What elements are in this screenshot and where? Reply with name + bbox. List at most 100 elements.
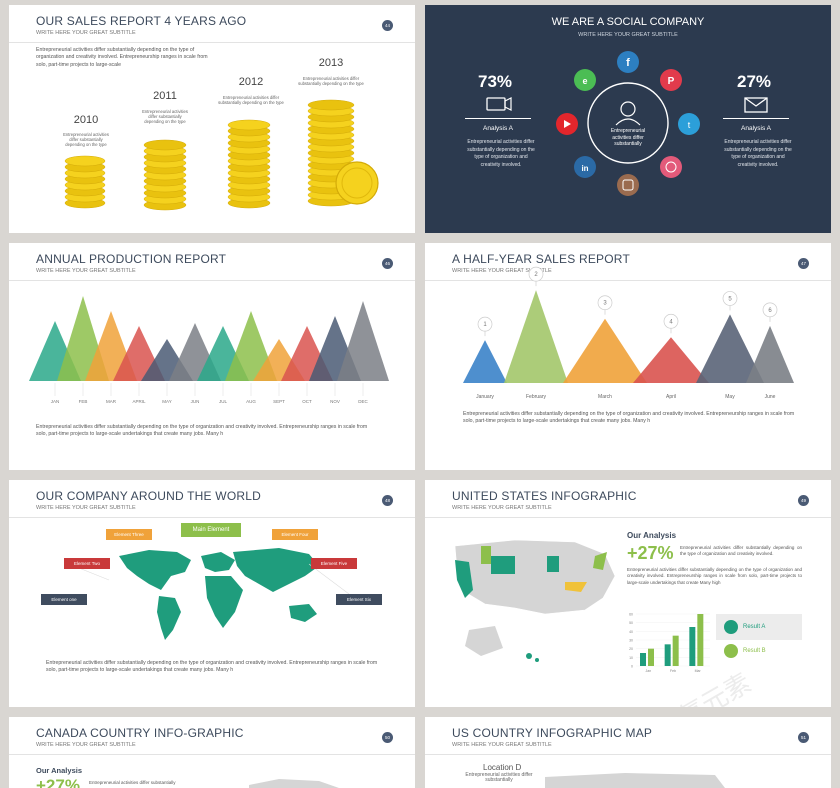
sales-peak <box>633 337 709 383</box>
result-b-label: Result B <box>743 648 766 654</box>
year-2012: 2012 <box>238 76 264 88</box>
slide-sales-report[interactable]: OUR SALES REPORT 4 YEARS AGO WRITE HERE … <box>9 5 415 233</box>
slide-us-map[interactable]: US COUNTRY INFOGRAPHIC MAP WRITE HERE YO… <box>425 717 831 788</box>
africa-shape <box>205 576 243 628</box>
coin-rim <box>341 167 373 199</box>
point-marker <box>762 302 778 318</box>
center-text: Entrepreneurial activities differ substa… <box>610 128 646 147</box>
month-tick-label: FEB <box>79 399 88 404</box>
left-text: Entrepreneurial activities differ substa… <box>467 139 535 168</box>
divider <box>9 280 415 281</box>
canada-map <box>249 779 339 788</box>
europe-shape <box>201 552 235 572</box>
element-two-label: Element Two <box>64 558 110 569</box>
slide-text: Entrepreneurial activities differ substa… <box>463 411 795 425</box>
slide-half-year-sales[interactable]: A HALF-YEAR SALES REPORT WRITE HERE YOUR… <box>425 243 831 470</box>
year-2013: 2013 <box>318 57 344 69</box>
slide-company-world[interactable]: OUR COMPANY AROUND THE WORLD WRITE HERE … <box>9 480 415 707</box>
point-marker <box>722 291 738 306</box>
asia-shape <box>233 548 319 592</box>
slide-text: Entrepreneurial activities differ substa… <box>36 47 208 68</box>
analysis-percent: +27% <box>627 543 674 563</box>
bar <box>697 614 704 666</box>
slide-subtitle: WRITE HERE YOUR GREAT SUBTITLE <box>36 742 136 748</box>
y-tick-label: 0 <box>631 665 633 669</box>
slide-canada-infographic[interactable]: CANADA COUNTRY INFO-GRAPHIC WRITE HERE Y… <box>9 717 415 788</box>
alaska-shape <box>465 626 503 656</box>
mail-icon <box>744 97 768 113</box>
canada-shape <box>249 779 339 788</box>
bar <box>689 627 696 666</box>
right-text: Entrepreneurial activities differ substa… <box>724 139 792 168</box>
point-marker <box>597 295 613 311</box>
facebook-icon <box>617 51 639 73</box>
element-five-label: Element Five <box>311 558 357 569</box>
analysis-percent: +27% <box>36 776 80 788</box>
tennessee-shape <box>565 582 587 592</box>
divider <box>723 118 789 119</box>
slide-title: CANADA COUNTRY INFO-GRAPHIC <box>36 726 244 740</box>
month-tick-label: February <box>526 394 547 400</box>
location-pin-icon <box>724 620 738 634</box>
slide-annual-production[interactable]: ANNUAL PRODUCTION REPORT WRITE HERE YOUR… <box>9 243 415 470</box>
us-mainland-shape <box>545 773 725 788</box>
video-icon-lens <box>504 97 512 111</box>
month-tick-label: January <box>476 394 494 400</box>
evernote-icon <box>574 69 596 91</box>
bar <box>672 635 679 666</box>
social-diagram: f P t in e <box>486 51 768 196</box>
sales-peak <box>504 290 568 383</box>
location-text: Entrepreneurial activities differ substa… <box>465 772 533 783</box>
month-tick-label: May <box>725 394 735 400</box>
coin <box>143 139 187 151</box>
analysis-body: Entrepreneurial activities differ substa… <box>627 567 802 585</box>
california-shape <box>455 560 473 598</box>
y-tick-label: 10 <box>629 656 633 660</box>
result-a-label: Result A <box>743 624 766 630</box>
analysis-percent-text: Entrepreneurial activities differ substa… <box>680 545 802 556</box>
page-number: 48 <box>382 495 393 506</box>
page-number: 50 <box>382 732 393 743</box>
us-map <box>454 539 616 662</box>
slide-title: OUR COMPANY AROUND THE WORLD <box>36 489 261 503</box>
divider <box>425 517 831 518</box>
new-york-shape <box>593 552 607 570</box>
slide-social-company[interactable]: WE ARE A SOCIAL COMPANY WRITE HERE YOUR … <box>425 5 831 233</box>
year-2011-desc: Entrepreneurial activities differ substa… <box>142 109 188 124</box>
left-label: Analysis A <box>483 125 513 132</box>
month-tick-label: JUL <box>219 399 227 404</box>
year-2012-desc: Entrepreneurial activities differ substa… <box>218 95 284 105</box>
linkedin-icon <box>574 156 596 178</box>
page-number: 44 <box>382 20 393 31</box>
pinterest-icon <box>660 69 682 91</box>
coin <box>64 155 106 167</box>
divider <box>425 280 831 281</box>
hawaii-shape <box>526 653 532 659</box>
analysis-title: Our Analysis <box>627 531 677 540</box>
coin-stacks <box>64 99 379 211</box>
twitter-icon <box>678 113 700 135</box>
svg-text:P: P <box>668 76 675 87</box>
result-icons <box>724 620 738 658</box>
svg-text:f: f <box>626 57 630 69</box>
y-tick-label: 30 <box>629 639 633 643</box>
slide-subtitle: WRITE HERE YOUR GREAT SUBTITLE <box>452 505 552 511</box>
month-tick-label: SEPT <box>273 399 285 404</box>
slide-us-infographic[interactable]: UNITED STATES INFOGRAPHIC WRITE HERE YOU… <box>425 480 831 707</box>
year-2010: 2010 <box>73 114 99 126</box>
element-one-label: Element one <box>41 594 87 605</box>
element-three-label: Element Three <box>106 529 152 540</box>
sales-peak <box>463 340 507 383</box>
user-icon-head <box>620 101 636 117</box>
slide-subtitle: WRITE HERE YOUR GREAT SUBTITLE <box>36 30 136 36</box>
annual-production-chart: JAN FEB MAR APRIL MAY JUN JUL AUG SEPT OCT NOV DEC <box>29 296 389 404</box>
location-label: Location D <box>483 763 522 772</box>
y-tick-label: 40 <box>629 630 633 634</box>
us-map <box>545 773 725 788</box>
y-tick-label: 20 <box>629 647 633 651</box>
australia-shape <box>289 604 317 622</box>
x-tick-label: Feb <box>670 669 676 673</box>
slide-title: UNITED STATES INFOGRAPHIC <box>452 489 637 503</box>
month-tick-label: APRIL <box>132 399 146 404</box>
